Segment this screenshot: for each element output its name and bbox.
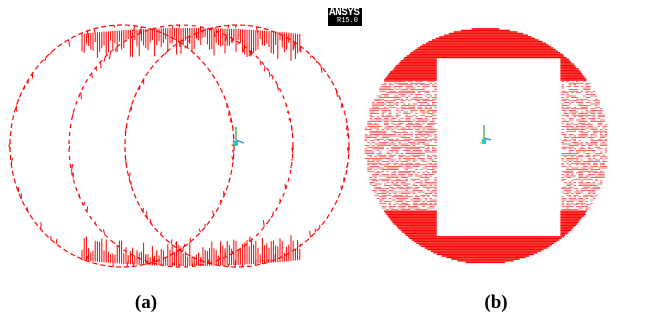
hatch-top bbox=[81, 28, 301, 61]
ansys-logo: ANSYS R15.0 bbox=[328, 8, 362, 26]
ring-middle bbox=[68, 24, 294, 268]
ansys-brand: ANSYS bbox=[329, 7, 360, 19]
dense-band bbox=[364, 28, 608, 264]
coordinate-triad-a bbox=[230, 127, 245, 147]
panel-a-rings bbox=[8, 24, 350, 268]
ansys-version: R15.0 bbox=[337, 17, 359, 25]
caption-a: (a) bbox=[134, 292, 158, 313]
coordinate-triad-b bbox=[479, 125, 492, 145]
caption-b: (b) bbox=[484, 292, 508, 313]
panel-b-band bbox=[364, 28, 608, 264]
hatch-bottom bbox=[81, 235, 301, 266]
hatch-sides bbox=[8, 24, 350, 268]
